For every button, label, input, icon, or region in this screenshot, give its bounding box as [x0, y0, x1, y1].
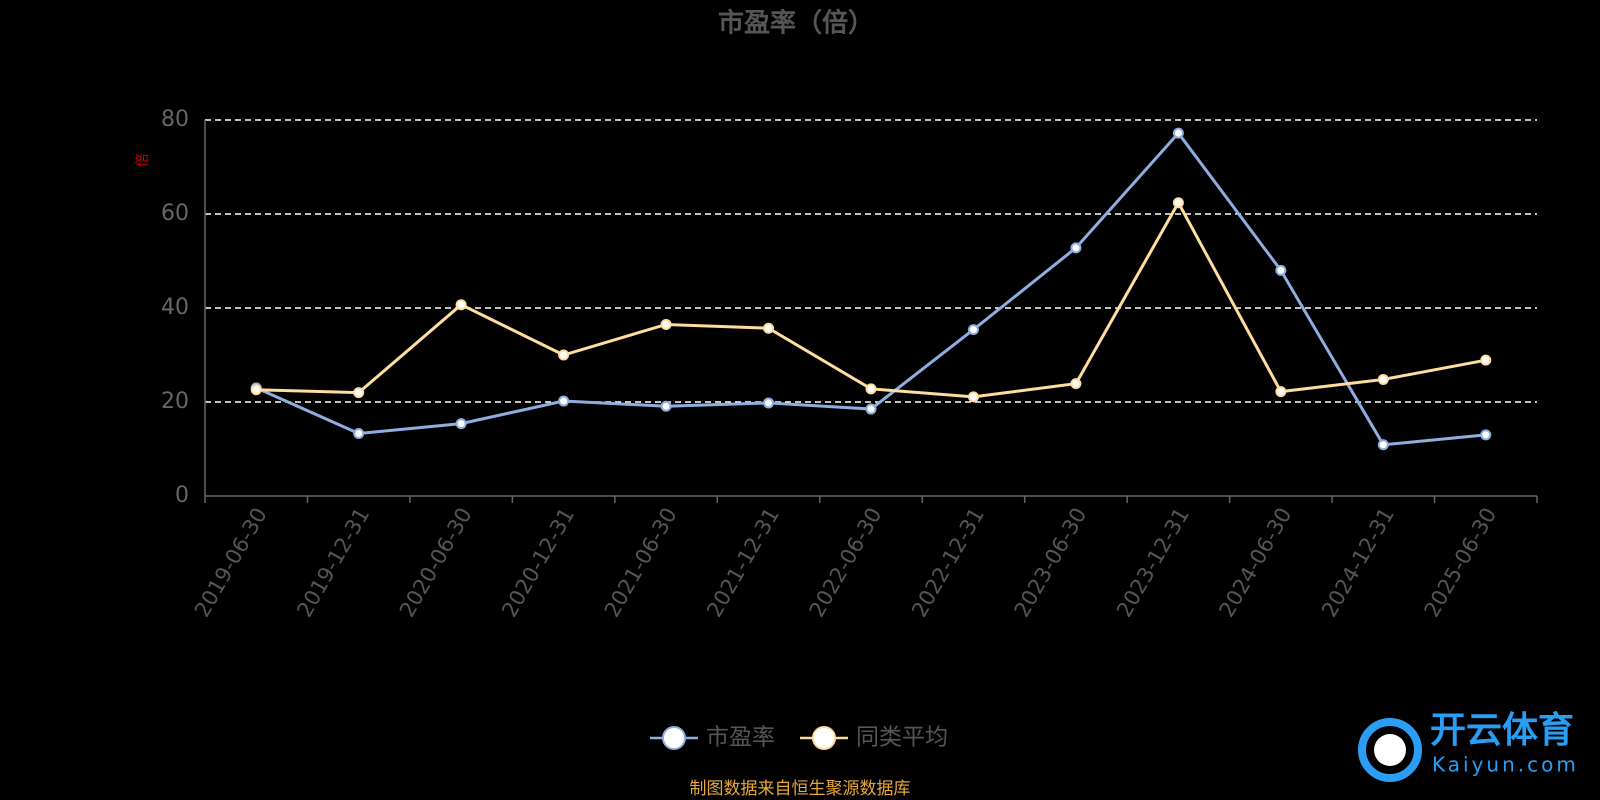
- data-point: [1480, 354, 1492, 366]
- data-point: [250, 384, 262, 396]
- x-tick-label: 2024-12-31: [1317, 504, 1399, 622]
- data-point: [1480, 429, 1492, 441]
- data-point: [353, 427, 365, 439]
- x-tick-label: 2024-06-30: [1215, 504, 1297, 622]
- watermark-logo: [1358, 718, 1422, 782]
- chart-title: 市盈率（倍）: [718, 8, 874, 39]
- data-point: [967, 391, 979, 403]
- data-point: [1377, 439, 1389, 451]
- x-tick-label: 2025-06-30: [1419, 504, 1501, 622]
- data-point: [455, 299, 467, 311]
- x-tick-label: 2023-06-30: [1010, 504, 1092, 622]
- data-point: [1275, 386, 1287, 398]
- data-point: [558, 395, 570, 407]
- x-tick-label: 2021-06-30: [600, 504, 682, 622]
- data-point: [353, 387, 365, 399]
- y-tick-label: 60: [161, 201, 189, 226]
- data-point: [763, 397, 775, 409]
- x-tick-label: 2020-12-31: [497, 504, 579, 622]
- source-note: 制图数据来自恒生聚源数据库: [690, 779, 911, 799]
- x-tick-label: 2019-06-30: [190, 504, 272, 622]
- x-tick-label: 2022-06-30: [805, 504, 887, 622]
- data-point: [1070, 378, 1082, 390]
- series-line: [256, 199, 1487, 399]
- x-tick-label: 2020-06-30: [395, 503, 477, 621]
- y-tick-label: 80: [161, 107, 189, 132]
- y-tick-label: 20: [161, 389, 189, 414]
- data-point: [1377, 373, 1389, 385]
- x-tick-label: 2019-12-31: [292, 504, 374, 622]
- x-tick-label: 2022-12-31: [907, 504, 989, 622]
- data-point: [1275, 264, 1287, 276]
- legend-marker: [812, 726, 836, 750]
- data-point: [660, 400, 672, 412]
- data-point: [865, 383, 877, 395]
- watermark-ball: [1374, 734, 1406, 766]
- y-tick-label: 40: [161, 295, 189, 320]
- data-point: [1070, 242, 1082, 254]
- series-line: [255, 130, 1486, 447]
- data-point: [660, 318, 672, 330]
- data-point: [967, 324, 979, 336]
- data-point: [1172, 127, 1184, 139]
- legend-label: 市盈率: [706, 725, 775, 751]
- data-point: [865, 403, 877, 415]
- watermark-site: Kaiyun.com: [1432, 753, 1579, 777]
- data-point: [558, 349, 570, 361]
- data-point: [1172, 197, 1184, 209]
- legend-marker: [662, 726, 686, 750]
- watermark: 开云体育 Kaiyun.com: [1358, 710, 1579, 782]
- x-tick-label: 2023-12-31: [1112, 504, 1194, 622]
- x-tick-label: 2021-12-31: [702, 504, 784, 622]
- data-point: [455, 418, 467, 430]
- data-point: [763, 322, 775, 334]
- legend-label: 同类平均: [856, 725, 948, 751]
- watermark-name: 开云体育: [1430, 710, 1574, 751]
- y-axis-label: 倍: [135, 153, 151, 167]
- y-tick-label: 0: [175, 483, 189, 508]
